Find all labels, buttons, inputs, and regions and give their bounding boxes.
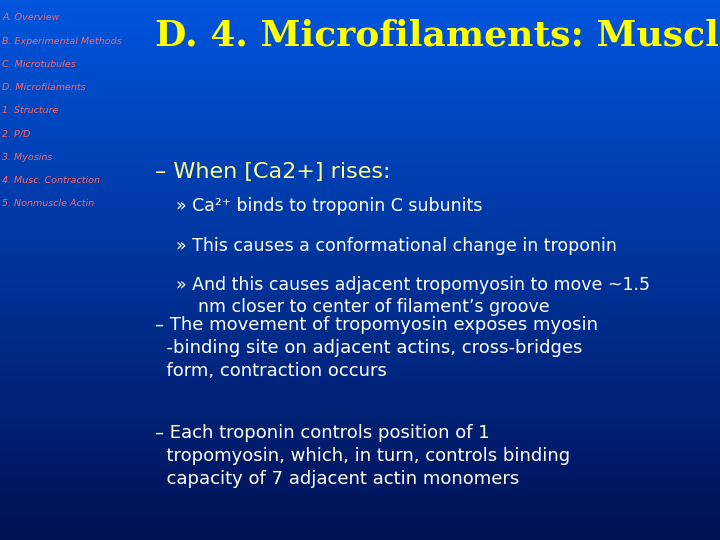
Text: – When [Ca2+] rises:: – When [Ca2+] rises:	[155, 162, 390, 182]
Text: – Each troponin controls position of 1
  tropomyosin, which, in turn, controls b: – Each troponin controls position of 1 t…	[155, 424, 570, 488]
Text: – The movement of tropomyosin exposes myosin
  -binding site on adjacent actins,: – The movement of tropomyosin exposes my…	[155, 316, 598, 380]
Text: D. Microfilaments: D. Microfilaments	[2, 83, 86, 92]
Text: 3. Myosins: 3. Myosins	[2, 153, 53, 162]
Text: 2. P/D: 2. P/D	[2, 130, 30, 139]
Text: A. Overview: A. Overview	[2, 14, 60, 23]
Text: C. Microtubules: C. Microtubules	[2, 60, 76, 69]
Text: 4. Musc. Contraction: 4. Musc. Contraction	[2, 176, 100, 185]
Text: » And this causes adjacent tropomyosin to move ~1.5
    nm closer to center of f: » And this causes adjacent tropomyosin t…	[176, 276, 650, 316]
Text: » This causes a conformational change in troponin: » This causes a conformational change in…	[176, 237, 617, 254]
Text: B. Experimental Methods: B. Experimental Methods	[2, 37, 122, 46]
Text: D. 4. Microfilaments: Muscle: D. 4. Microfilaments: Muscle	[155, 19, 720, 53]
Text: 1. Structure: 1. Structure	[2, 106, 58, 116]
Text: » Ca²⁺ binds to troponin C subunits: » Ca²⁺ binds to troponin C subunits	[176, 197, 483, 215]
Text: 5. Nonmuscle Actin: 5. Nonmuscle Actin	[2, 199, 94, 208]
